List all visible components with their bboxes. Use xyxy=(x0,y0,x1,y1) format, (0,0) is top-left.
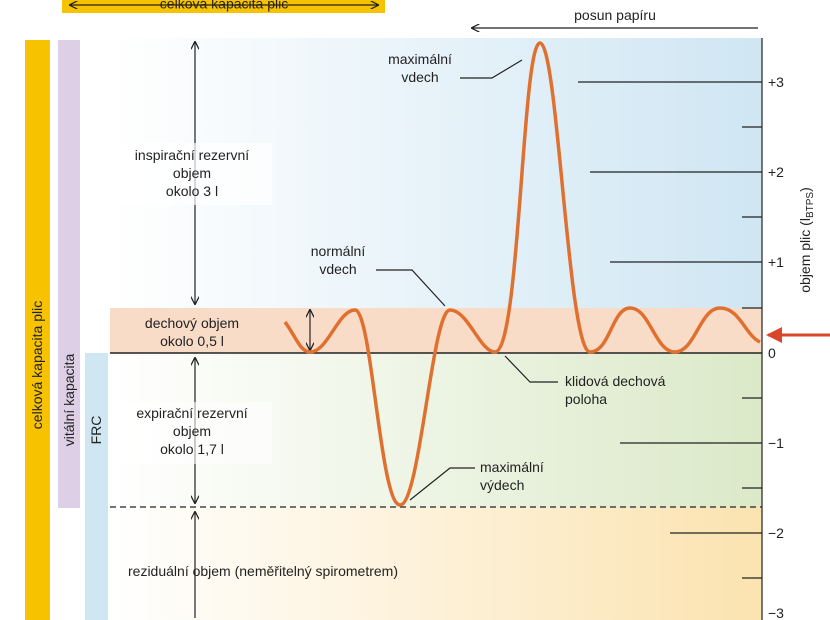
text: okolo 3 l xyxy=(166,183,218,199)
irv-label: inspirační rezervní objem okolo 3 l xyxy=(112,143,272,205)
tv-label: dechový objem xyxy=(145,315,239,331)
text: objem plic (l xyxy=(797,218,813,293)
frc-bar xyxy=(85,353,108,620)
text: ) xyxy=(797,187,813,192)
text: inspirační rezervní xyxy=(135,147,249,163)
spirogram-curve xyxy=(283,41,761,507)
tick-label: −2 xyxy=(768,525,784,541)
vc-label: vitální kapacita xyxy=(61,353,77,446)
rv-label: reziduální objem (neměřitelný spirometre… xyxy=(128,563,398,579)
tlc-bar xyxy=(25,40,50,620)
normal-in-label: normální xyxy=(311,243,366,259)
text: expirační rezervní xyxy=(136,405,247,421)
tick-label: −3 xyxy=(768,605,784,620)
leader xyxy=(409,467,475,501)
leader xyxy=(376,269,446,307)
leader xyxy=(504,355,558,383)
rv-region xyxy=(110,507,762,620)
rest-arrow-head xyxy=(766,327,782,343)
axis-label: objem plic (lBTPS) xyxy=(797,187,816,293)
vc-bar xyxy=(58,40,80,508)
tick-label: 0 xyxy=(768,345,776,361)
max-out-label: výdech xyxy=(480,477,524,493)
text: BTPS xyxy=(805,192,816,218)
max-in-label: vdech xyxy=(401,69,438,85)
tick-label: +3 xyxy=(768,74,784,90)
leader xyxy=(460,59,523,79)
top-bar-label: celková kapacita plic xyxy=(160,0,288,12)
tv-label: okolo 0,5 l xyxy=(160,333,224,349)
tick-label: −1 xyxy=(768,435,784,451)
tick-label: +1 xyxy=(768,254,784,270)
tick-label: +2 xyxy=(768,164,784,180)
max-out-label: maximální xyxy=(480,459,544,475)
text: objem xyxy=(173,423,211,439)
rest-label: klidová dechová xyxy=(565,373,666,389)
erv-label: expirační rezervní objem okolo 1,7 l xyxy=(112,402,272,464)
max-in-label: maximální xyxy=(388,51,452,67)
paper-label: posun papíru xyxy=(574,7,656,23)
frc-label: FRC xyxy=(88,416,104,445)
text: okolo 1,7 l xyxy=(160,441,224,457)
axis-lines xyxy=(578,81,762,579)
normal-in-label: vdech xyxy=(319,261,356,277)
rest-label: poloha xyxy=(565,391,607,407)
text: objem xyxy=(173,165,211,181)
tlc-label: celková kapacita plic xyxy=(29,301,45,429)
